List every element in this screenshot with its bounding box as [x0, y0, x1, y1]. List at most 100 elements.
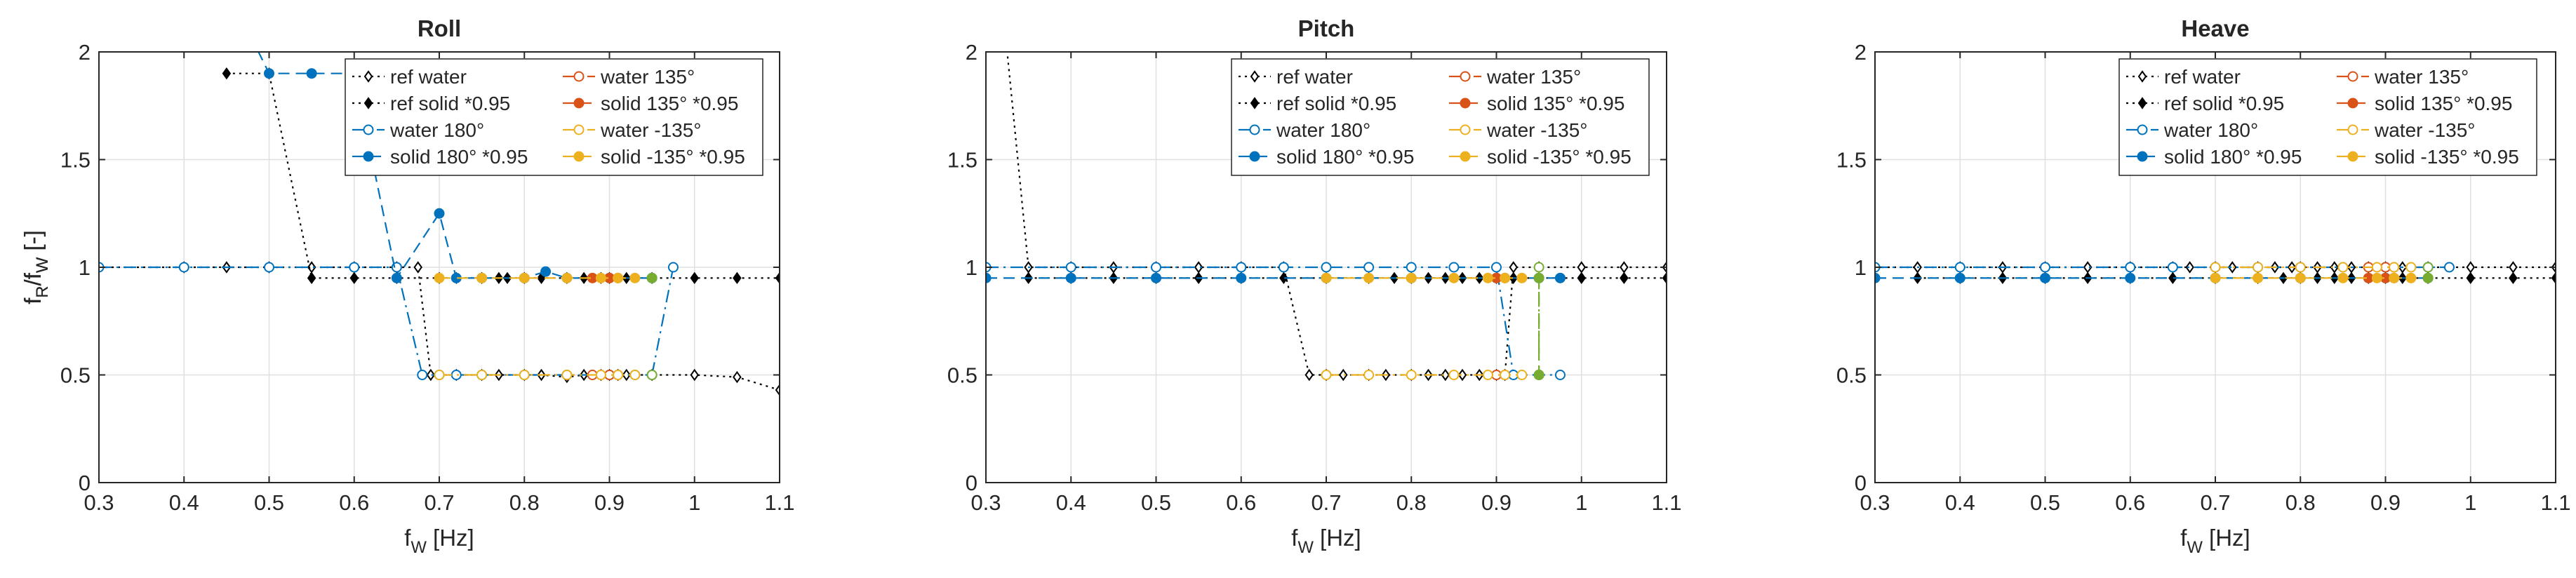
- legend-label: water 135°: [1486, 66, 1581, 88]
- chart-panel-roll: 0.3 0.4 0.5 0.6 0.7 0.8 0.9 1 1.1 0 0.5 1 1.5 2 Roll fW…: [20, 15, 795, 557]
- data-point: [1363, 370, 1375, 380]
- data-point: [434, 208, 445, 219]
- data-point: [1620, 271, 1629, 285]
- data-point: [595, 370, 606, 380]
- data-point: [2371, 272, 2382, 283]
- data-point: [1406, 272, 1417, 283]
- data-point: [622, 368, 632, 382]
- y-tick-label: 1: [79, 255, 91, 280]
- data-point: [2040, 272, 2050, 283]
- data-point: [1516, 370, 1528, 380]
- data-point: [613, 370, 624, 380]
- data-point: [264, 262, 274, 273]
- data-point: [2422, 262, 2434, 273]
- data-point: [451, 370, 462, 380]
- x-axis-label: fW​ [Hz]: [2180, 525, 2250, 557]
- data-point: [1554, 272, 1566, 283]
- legend-marker: [573, 124, 585, 135]
- x-tick-label: 0.5: [1141, 490, 1171, 515]
- data-point: [476, 370, 488, 380]
- y-tick-label: 0: [1855, 471, 1867, 495]
- legend-label: solid -135° *0.95: [601, 146, 745, 168]
- legend-item: water -135°: [1449, 119, 1588, 141]
- legend-label: solid 135° *0.95: [601, 93, 738, 114]
- data-point: [2337, 272, 2349, 283]
- legend-label: solid 180° *0.95: [390, 146, 528, 168]
- x-tick-label: 0.3: [84, 490, 114, 515]
- legend: ref water ref solid *0.95 water 180° solid …: [1231, 58, 1650, 176]
- y-tick-label: 0: [966, 471, 977, 495]
- data-point: [733, 370, 742, 384]
- data-point: [2551, 271, 2556, 285]
- x-tick-label: 0.4: [1945, 490, 1975, 515]
- legend-marker: [573, 151, 585, 162]
- data-point: [1875, 272, 1881, 283]
- data-point: [561, 272, 573, 283]
- legend-marker: [2137, 97, 2147, 109]
- data-point: [2185, 261, 2194, 274]
- legend-item: solid 180° *0.95: [2126, 146, 2302, 168]
- data-point: [2253, 272, 2264, 283]
- data-point: [1577, 271, 1587, 285]
- data-point: [1533, 370, 1544, 380]
- data-point: [2210, 272, 2221, 283]
- y-tick-label: 1.5: [947, 148, 977, 173]
- data-point: [1236, 272, 1247, 283]
- legend-item: solid 135° *0.95: [1449, 93, 1624, 114]
- data-point: [264, 68, 274, 79]
- legend-label: solid -135° *0.95: [2375, 146, 2519, 168]
- legend-item: water -135°: [563, 119, 702, 141]
- chart-panel-heave: 0.3 0.4 0.5 0.6 0.7 0.8 0.9 1 1.1 0 0.5 1 1.5 2 Heave f…: [20, 15, 2571, 557]
- legend-label: ref water: [390, 66, 467, 88]
- legend-marker: [1250, 97, 1260, 109]
- y-tick-label: 0.5: [1836, 363, 1867, 388]
- data-layer: [1875, 261, 2556, 285]
- data-point: [519, 370, 530, 380]
- legend-marker: [1250, 70, 1260, 83]
- series-extra-series-9: [2422, 272, 2434, 283]
- legend-label: solid 135° *0.95: [1487, 93, 1624, 114]
- legend-item: ref water: [352, 66, 467, 88]
- legend-label: solid 135° *0.95: [2375, 93, 2512, 114]
- legend-item: solid 135° *0.95: [563, 93, 738, 114]
- x-tick-label: 0.5: [2030, 490, 2060, 515]
- legend-box: [2118, 58, 2537, 176]
- data-point: [2337, 262, 2349, 273]
- data-point: [1554, 370, 1566, 380]
- legend-marker: [363, 97, 373, 109]
- data-point: [2227, 261, 2237, 274]
- legend-label: water 180°: [1276, 119, 1370, 141]
- data-point: [1279, 271, 1288, 285]
- x-tick-label: 0.9: [2370, 490, 2401, 515]
- data-point: [1954, 262, 1966, 273]
- data-point: [1304, 368, 1314, 382]
- legend-marker: [2347, 124, 2358, 135]
- legend-label: water 135°: [2374, 66, 2469, 88]
- legend: ref water ref solid *0.95 water 180° solid …: [2118, 58, 2537, 176]
- x-axis-label: fW​ [Hz]: [1291, 525, 1361, 557]
- x-tick-label: 0.4: [169, 490, 199, 515]
- legend-marker: [363, 124, 374, 135]
- data-point: [540, 266, 552, 277]
- data-point: [2168, 271, 2177, 285]
- data-point: [1457, 368, 1467, 382]
- data-point: [1338, 368, 1348, 382]
- data-point: [1406, 262, 1417, 273]
- data-point: [1448, 272, 1460, 283]
- data-point: [1151, 272, 1161, 283]
- data-point: [2210, 262, 2221, 273]
- legend-label: water 180°: [389, 119, 484, 141]
- data-point: [2253, 262, 2264, 273]
- data-point: [2125, 262, 2136, 273]
- legend-label: ref solid *0.95: [2164, 93, 2284, 114]
- x-tick-label: 1.1: [2540, 490, 2570, 515]
- legend-marker: [2347, 71, 2358, 82]
- data-point: [434, 272, 445, 283]
- legend-label: water -135°: [600, 119, 702, 141]
- data-point: [1278, 262, 1289, 273]
- data-point: [306, 68, 317, 79]
- data-point: [1441, 368, 1450, 382]
- legend-marker: [2137, 124, 2148, 135]
- legend-label: water 180°: [2163, 119, 2258, 141]
- legend-item: solid -135° *0.95: [1449, 146, 1631, 168]
